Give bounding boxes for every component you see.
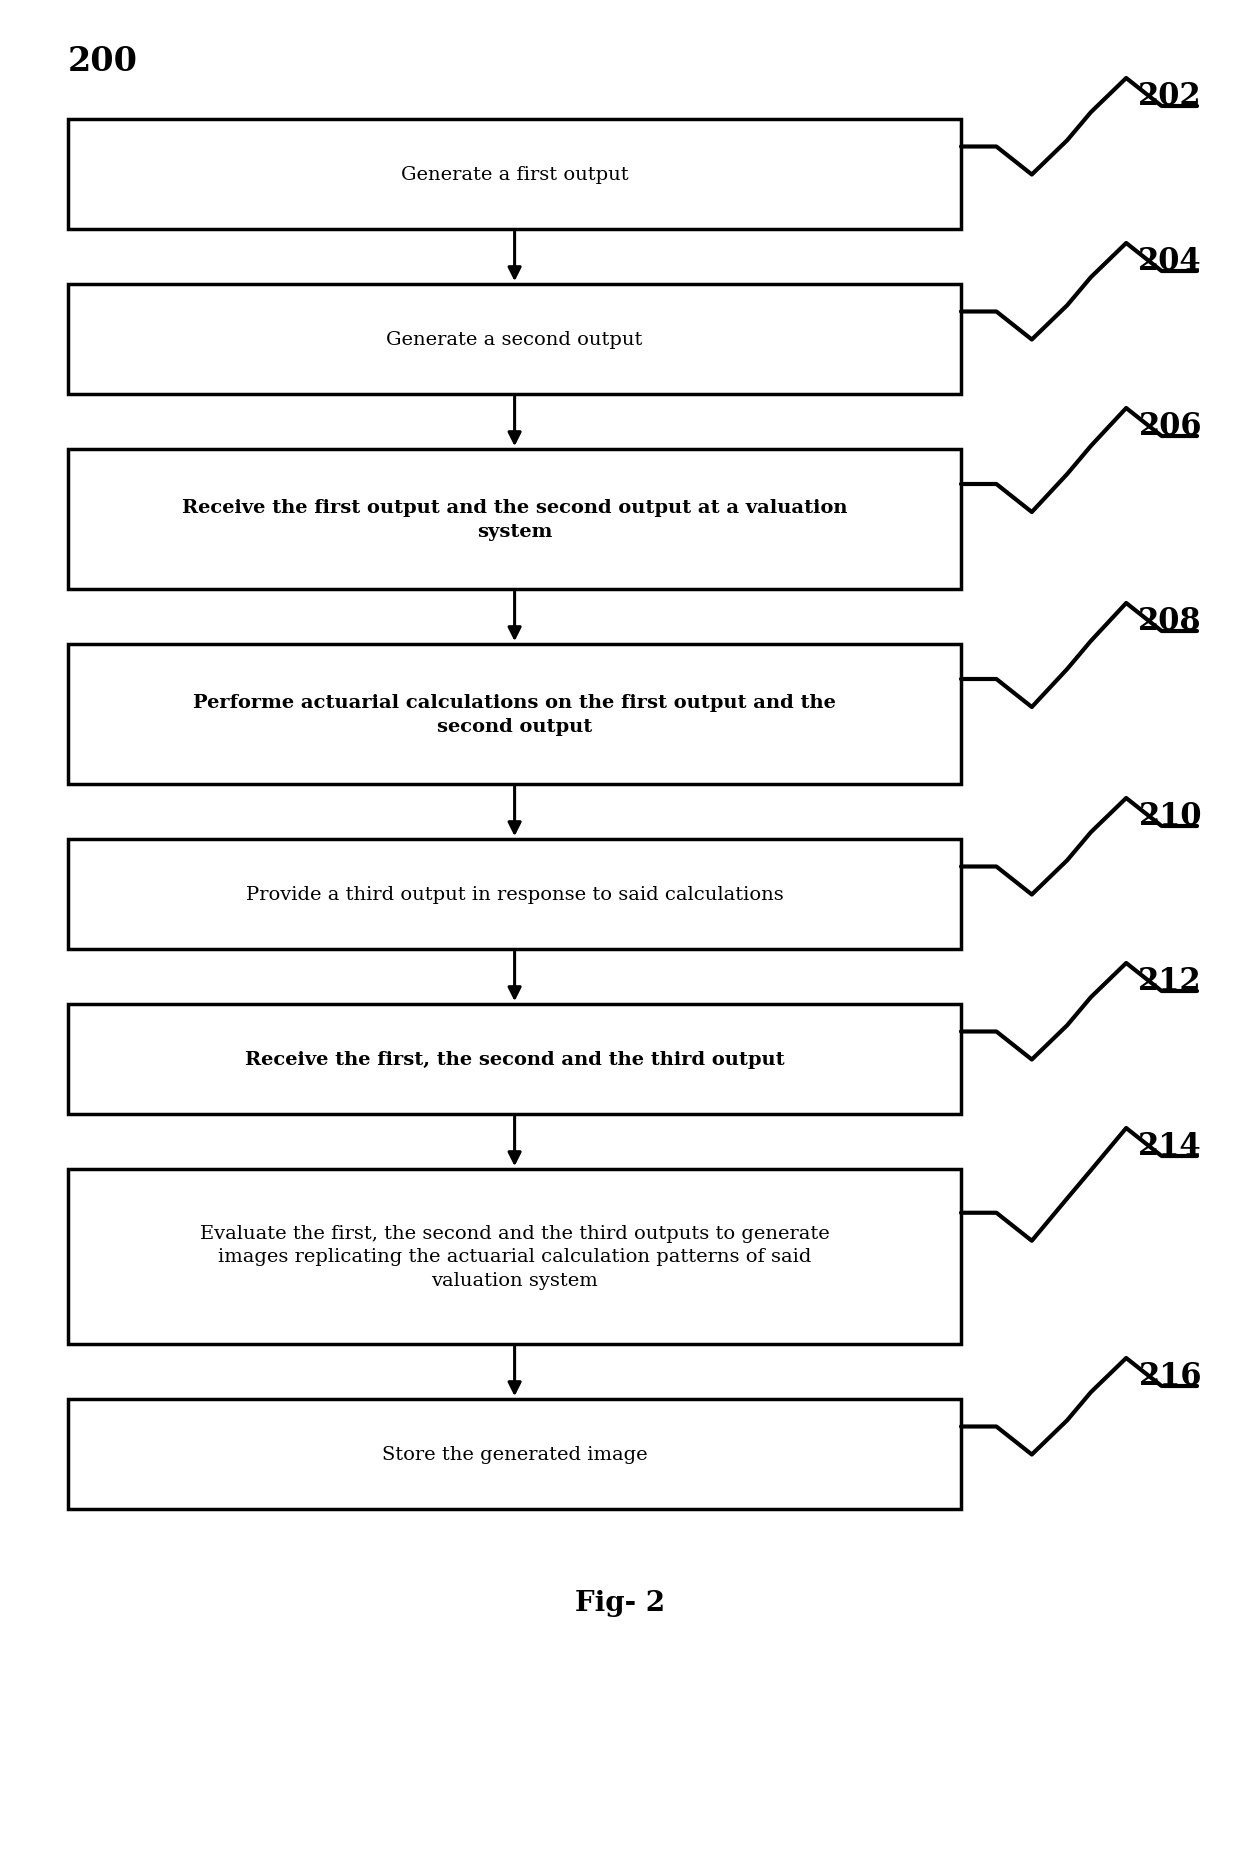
Bar <box>68 119 961 229</box>
Text: 204: 204 <box>1138 246 1202 278</box>
Text: Receive the first, the second and the third output: Receive the first, the second and the th… <box>244 1051 785 1068</box>
Text: 200: 200 <box>68 45 138 78</box>
Text: Receive the first output and the second output at a valuation
system: Receive the first output and the second … <box>182 500 847 541</box>
Bar <box>68 285 961 395</box>
Text: Provide a third output in response to said calculations: Provide a third output in response to sa… <box>246 885 784 904</box>
Text: 210: 210 <box>1138 800 1202 831</box>
Bar <box>68 839 961 949</box>
Text: 212: 212 <box>1138 966 1202 997</box>
Text: 202: 202 <box>1138 80 1202 112</box>
Text: Evaluate the first, the second and the third outputs to generate
images replicat: Evaluate the first, the second and the t… <box>200 1225 830 1290</box>
Bar <box>68 1005 961 1115</box>
Bar <box>68 1169 961 1344</box>
Text: Generate a second output: Generate a second output <box>387 330 642 349</box>
Text: 216: 216 <box>1138 1361 1202 1391</box>
Text: Performe actuarial calculations on the first output and the
second output: Performe actuarial calculations on the f… <box>193 693 836 736</box>
Bar <box>68 1400 961 1510</box>
Bar <box>68 645 961 785</box>
Text: 208: 208 <box>1138 606 1202 637</box>
Text: Store the generated image: Store the generated image <box>382 1445 647 1463</box>
Bar <box>68 449 961 589</box>
Text: 214: 214 <box>1138 1130 1202 1161</box>
Text: Fig- 2: Fig- 2 <box>575 1590 665 1616</box>
Text: 206: 206 <box>1138 410 1202 442</box>
Text: Generate a first output: Generate a first output <box>401 166 629 185</box>
